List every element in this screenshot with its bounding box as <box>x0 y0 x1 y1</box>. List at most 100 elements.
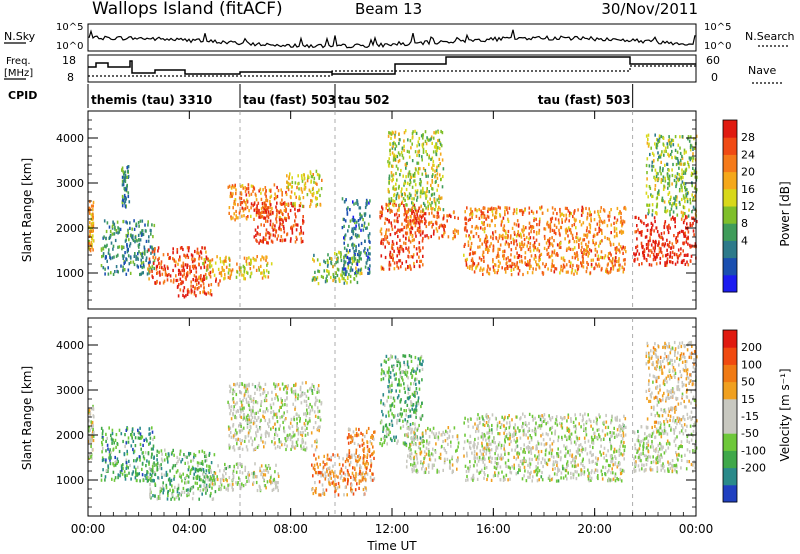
heatmap-cell <box>407 225 409 229</box>
heatmap-cell <box>528 211 531 215</box>
heatmap-cell <box>135 224 138 228</box>
heatmap-cell <box>240 201 242 205</box>
heatmap-cell <box>675 203 677 207</box>
heatmap-cell <box>241 462 243 467</box>
heatmap-cell <box>689 156 692 160</box>
heatmap-cell <box>309 202 312 206</box>
heatmap-cell <box>299 385 302 389</box>
heatmap-cell <box>259 427 261 431</box>
heatmap-cell <box>684 200 686 204</box>
heatmap-cell <box>251 382 254 387</box>
heatmap-cell <box>609 242 612 246</box>
heatmap-cell <box>407 223 409 227</box>
heatmap-cell <box>314 440 316 444</box>
heatmap-cell <box>685 194 688 198</box>
heatmap-cell <box>581 209 583 213</box>
heatmap-cell <box>262 410 265 414</box>
heatmap-cell <box>613 221 615 225</box>
heatmap-cell <box>422 214 424 218</box>
heatmap-cell <box>419 167 421 171</box>
heatmap-cell <box>355 220 358 224</box>
heatmap-cell <box>412 218 415 222</box>
heatmap-cell <box>122 265 124 269</box>
heatmap-cell <box>302 221 304 225</box>
heatmap-cell <box>670 246 673 250</box>
heatmap-cell <box>258 241 260 245</box>
heatmap-cell <box>259 466 261 470</box>
heatmap-cell <box>396 254 398 258</box>
heatmap-cell <box>311 463 313 467</box>
heatmap-cell <box>547 245 550 249</box>
heatmap-cell <box>603 209 606 213</box>
heatmap-cell <box>229 274 232 278</box>
heatmap-cell <box>229 430 232 435</box>
heatmap-cell <box>406 231 409 235</box>
heatmap-cell <box>540 205 543 209</box>
heatmap-cell <box>392 242 395 246</box>
heatmap-cell <box>131 430 134 434</box>
heatmap-cell <box>211 497 214 501</box>
heatmap-cell <box>314 403 317 407</box>
heatmap-cell <box>335 489 337 493</box>
heatmap-cell <box>295 412 298 417</box>
heatmap-cell <box>434 201 437 205</box>
heatmap-cell <box>430 193 433 197</box>
heatmap-cell <box>218 271 221 275</box>
heatmap-cell <box>575 235 577 239</box>
heatmap-cell <box>342 479 344 483</box>
heatmap-cell <box>288 425 290 429</box>
heatmap-cell <box>141 229 144 233</box>
heatmap-cell <box>265 189 267 193</box>
heatmap-cell <box>438 205 440 209</box>
heatmap-cell <box>112 272 115 276</box>
heatmap-cell <box>179 449 182 453</box>
heatmap-cell <box>121 183 124 187</box>
heatmap-cell <box>177 494 179 498</box>
heatmap-cell <box>400 228 403 232</box>
heatmap-cell <box>678 161 681 165</box>
heatmap-cell <box>362 487 365 492</box>
heatmap-cell <box>663 184 665 188</box>
heatmap-cell <box>187 255 190 259</box>
heatmap-cell <box>102 252 105 256</box>
heatmap-cell <box>277 474 280 478</box>
heatmap-cell <box>572 236 574 240</box>
heatmap-cell <box>139 272 141 277</box>
heatmap-cell <box>270 406 273 410</box>
heatmap-cell <box>441 158 444 162</box>
heatmap-cell <box>528 266 531 270</box>
heatmap-cell <box>145 476 147 480</box>
heatmap-cell <box>690 173 693 177</box>
heatmap-cell <box>229 412 231 416</box>
nsearch-label: N.Search <box>745 30 795 43</box>
heatmap-cell <box>135 459 137 463</box>
heatmap-cell <box>603 220 606 224</box>
heatmap-cell <box>92 438 95 443</box>
heatmap-cell <box>335 261 337 265</box>
heatmap-cell <box>250 202 253 206</box>
heatmap-cell <box>184 275 187 280</box>
heatmap-cell <box>430 234 432 239</box>
heatmap-cell <box>263 270 265 274</box>
heatmap-cell <box>447 235 450 239</box>
heatmap-cell <box>228 446 231 450</box>
heatmap-cell <box>433 198 436 202</box>
heatmap-cell <box>424 193 427 197</box>
heatmap-cell <box>578 238 580 242</box>
heatmap-cell <box>672 217 675 221</box>
heatmap-cell <box>184 461 186 465</box>
heatmap-cell <box>380 254 383 258</box>
heatmap-cell <box>364 205 367 210</box>
heatmap-cell <box>273 183 276 187</box>
heatmap-cell <box>150 447 153 451</box>
heatmap-cell <box>690 144 693 148</box>
heatmap-cell <box>114 463 117 467</box>
heatmap-cell <box>291 445 293 449</box>
heatmap-cell <box>346 207 348 211</box>
heatmap-cell <box>303 183 306 187</box>
heatmap-cell <box>549 224 552 228</box>
heatmap-cell <box>420 134 423 138</box>
heatmap-cell <box>414 215 416 219</box>
heatmap-cell <box>504 210 506 214</box>
heatmap-cell <box>579 237 582 241</box>
